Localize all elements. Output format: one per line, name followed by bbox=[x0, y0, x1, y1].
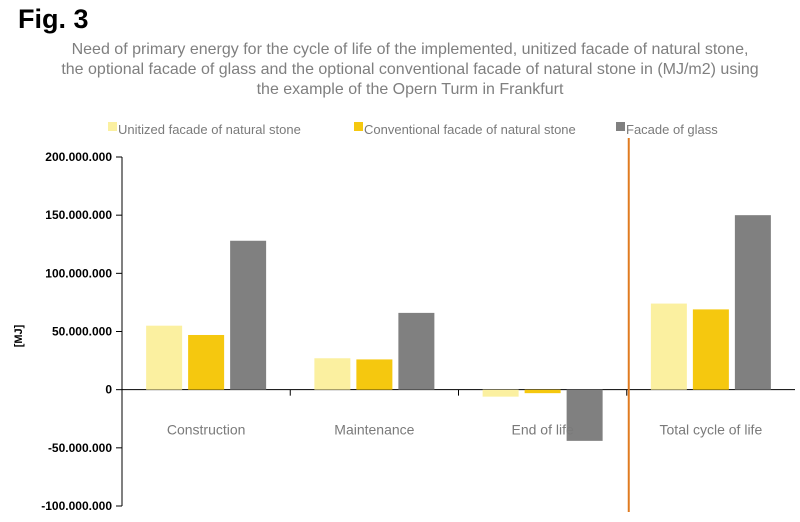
legend-label: Conventional facade of natural stone bbox=[364, 122, 576, 137]
bars bbox=[146, 215, 771, 441]
legend-label: Facade of glass bbox=[626, 122, 718, 137]
bar bbox=[734, 215, 771, 390]
y-tick-label: 50.000.000 bbox=[52, 325, 112, 339]
bar bbox=[650, 303, 687, 390]
bar bbox=[482, 389, 519, 397]
bar bbox=[692, 309, 729, 390]
y-tick-label: -50.000.000 bbox=[48, 441, 112, 455]
legend-label: Unitized facade of natural stone bbox=[118, 122, 301, 137]
chart-title: Need of primary energy for the cycle of … bbox=[61, 41, 759, 98]
bar bbox=[398, 312, 435, 390]
bar bbox=[230, 240, 267, 390]
bar bbox=[524, 389, 561, 394]
bar bbox=[188, 334, 225, 390]
bar bbox=[356, 359, 393, 390]
category-label: Maintenance bbox=[334, 422, 414, 438]
y-tick-label: -100.000.000 bbox=[41, 499, 112, 513]
category-label: End of life bbox=[511, 422, 573, 438]
y-tick-label: 100.000.000 bbox=[45, 266, 112, 280]
legend: Unitized facade of natural stone Conventi… bbox=[108, 122, 718, 137]
figure-label: Fig. 3 bbox=[18, 4, 89, 34]
legend-swatch bbox=[616, 122, 625, 131]
category-label: Total cycle of life bbox=[660, 422, 763, 438]
category-label: Construction bbox=[167, 422, 246, 438]
legend-swatch bbox=[354, 122, 363, 131]
y-tick-label: 0 bbox=[105, 383, 112, 397]
legend-swatch bbox=[108, 122, 117, 131]
y-tick-label: 200.000.000 bbox=[45, 150, 112, 164]
y-axis-label: [MJ] bbox=[13, 324, 25, 347]
bar bbox=[314, 358, 351, 390]
y-tick-label: 150.000.000 bbox=[45, 208, 112, 222]
bar bbox=[146, 325, 183, 390]
bar bbox=[566, 389, 603, 441]
labels: 200.000.000 150.000.000 100.000.000 50.000.… bbox=[13, 150, 762, 513]
